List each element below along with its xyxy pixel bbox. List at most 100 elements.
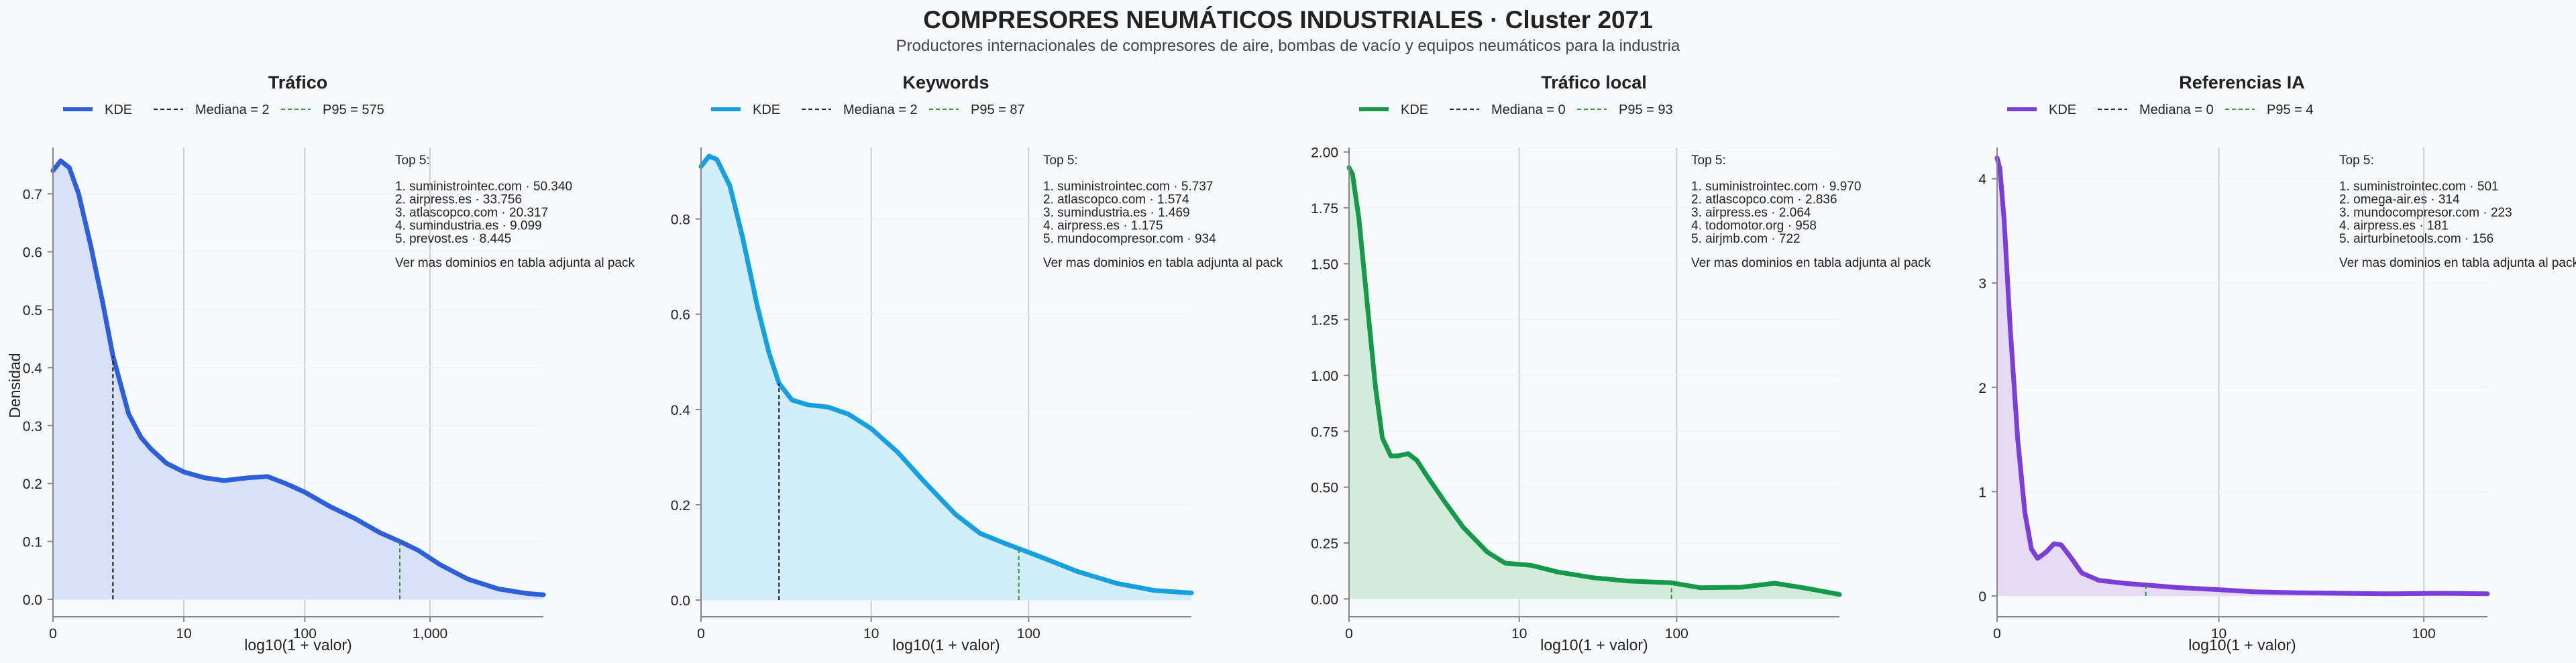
kde-area	[1349, 168, 1839, 599]
x-tick-label: 0	[1993, 626, 2001, 642]
x-axis-label: log10(1 + valor)	[2188, 636, 2296, 654]
x-tick-label: 100	[2412, 626, 2436, 642]
panel-title: Keywords	[902, 72, 989, 93]
top5-item: 3. airpress.es · 2.064	[1691, 206, 1811, 220]
chart-panel-4: Referencias IA KDE Mediana = 0 P95 = 4 0 1 2 3 4…	[1978, 72, 2576, 654]
x-tick-label: 1,000	[413, 626, 448, 642]
page-title: COMPRESORES NEUMÁTICOS INDUSTRIALES · Cl…	[923, 6, 1653, 34]
top5-item: 1. suministrointec.com · 501	[2339, 180, 2499, 194]
y-tick-label: 0.5	[23, 303, 42, 318]
kde-area	[701, 156, 1191, 601]
y-tick-label: 0.2	[23, 477, 42, 492]
legend-label: KDE	[1401, 103, 1428, 117]
kde-line	[50, 158, 546, 597]
y-tick-label: 1.00	[1311, 369, 1338, 384]
y-tick-label: 0.50	[1311, 481, 1338, 496]
top5-title: Top 5:	[395, 154, 430, 168]
chart-panel-2: Keywords KDE Mediana = 2 P95 = 87 0.0 0.2 0.4 0…	[671, 72, 1283, 654]
y-tick-label: 0.4	[671, 403, 691, 418]
x-tick-label: 100	[293, 626, 317, 642]
top5-note: Ver mas dominios en tabla adjunta al pac…	[1043, 256, 1283, 270]
panel-title: Referencias IA	[2179, 72, 2305, 93]
top5-item: 5. airturbinetools.com · 156	[2339, 232, 2493, 246]
top5-item: 2. airpress.es · 33.756	[395, 193, 522, 207]
y-tick-label: 0.2	[671, 498, 690, 514]
legend-label: P95 = 575	[323, 103, 384, 117]
panel-title: Tráfico local	[1541, 72, 1647, 93]
x-axis-label: log10(1 + valor)	[1540, 636, 1648, 654]
top5-item: 4. airpress.es · 181	[2339, 219, 2449, 233]
y-tick-label: 0.4	[23, 361, 43, 376]
legend: KDE Mediana = 2 P95 = 575	[63, 103, 384, 117]
y-tick-label: 0.25	[1311, 536, 1338, 552]
top5-note: Ver mas dominios en tabla adjunta al pac…	[2339, 256, 2576, 270]
y-tick-label: 0.6	[671, 308, 690, 323]
kde-line	[1994, 156, 2490, 597]
x-tick-label: 100	[1017, 626, 1040, 642]
x-tick-label: 10	[1511, 626, 1527, 642]
legend-label: Mediana = 0	[1491, 103, 1566, 117]
x-tick-label: 0	[1345, 626, 1353, 642]
y-tick-label: 4	[1978, 172, 1986, 188]
top5-item: 2. omega-air.es · 314	[2339, 193, 2460, 207]
top5-title: Top 5:	[2339, 154, 2374, 168]
y-tick-label: 0.1	[23, 535, 42, 550]
y-tick-label: 1.50	[1311, 257, 1338, 272]
legend: KDE Mediana = 2 P95 = 87	[711, 103, 1025, 117]
y-tick-label: 0.3	[23, 419, 42, 434]
legend-label: Mediana = 2	[843, 103, 918, 117]
legend-label: Mediana = 2	[195, 103, 270, 117]
chart-panel-3: Tráfico local KDE Mediana = 0 P95 = 93 0.00 0…	[1311, 72, 1931, 654]
y-tick-label: 1	[1978, 485, 1986, 500]
top5-item: 3. mundocompresor.com · 223	[2339, 206, 2512, 220]
panel-title: Tráfico	[268, 72, 328, 93]
top5-item: 2. atlascopco.com · 2.836	[1691, 193, 1837, 207]
y-tick-label: 0.8	[671, 213, 690, 228]
y-tick-label: 2	[1978, 381, 1986, 396]
x-tick-label: 10	[863, 626, 879, 642]
x-axis-label: log10(1 + valor)	[244, 636, 352, 654]
kde-area	[53, 160, 543, 600]
x-axis-label: log10(1 + valor)	[892, 636, 1000, 654]
legend-label: P95 = 4	[2267, 103, 2314, 117]
top5-item: 2. atlascopco.com · 1.574	[1043, 193, 1189, 207]
top5-annotation: Top 5: 1. suministrointec.com · 50.3402. …	[395, 154, 635, 270]
y-tick-label: 0	[1978, 589, 1986, 605]
x-tick-label: 10	[2211, 626, 2226, 642]
page-subtitle: Productores internacionales de compresor…	[896, 37, 1680, 55]
legend-label: KDE	[105, 103, 132, 117]
y-tick-label: 0.7	[23, 187, 42, 202]
legend-label: KDE	[2049, 103, 2076, 117]
y-tick-label: 0.75	[1311, 424, 1338, 440]
top5-item: 5. prevost.es · 8.445	[395, 232, 511, 246]
kde-line	[1346, 165, 1842, 597]
legend-label: Mediana = 0	[2139, 103, 2214, 117]
y-tick-label: 1.75	[1311, 201, 1338, 217]
top5-note: Ver mas dominios en tabla adjunta al pac…	[395, 256, 635, 270]
kde-line	[698, 154, 1194, 595]
top5-note: Ver mas dominios en tabla adjunta al pac…	[1691, 256, 1931, 270]
y-tick-label: 0.00	[1311, 592, 1338, 607]
legend: KDE Mediana = 0 P95 = 93	[1359, 103, 1673, 117]
y-tick-label: 0.0	[671, 593, 690, 609]
legend-label: P95 = 93	[1619, 103, 1673, 117]
top5-item: 4. sumindustria.es · 9.099	[395, 219, 542, 233]
top5-item: 1. suministrointec.com · 5.737	[1043, 180, 1213, 194]
y-tick-label: 3	[1978, 276, 1986, 292]
top5-item: 1. suministrointec.com · 9.970	[1691, 180, 1861, 194]
y-tick-label: 0.0	[23, 593, 42, 608]
top5-title: Top 5:	[1043, 154, 1078, 168]
y-tick-label: 2.00	[1311, 145, 1338, 161]
top5-item: 3. sumindustria.es · 1.469	[1043, 206, 1190, 220]
top5-item: 5. airjmb.com · 722	[1691, 232, 1801, 246]
x-tick-label: 10	[176, 626, 191, 642]
top5-item: 4. todomotor.org · 958	[1691, 219, 1817, 233]
legend: KDE Mediana = 0 P95 = 4	[2007, 103, 2314, 117]
x-tick-label: 0	[49, 626, 57, 642]
x-tick-label: 100	[1665, 626, 1688, 642]
